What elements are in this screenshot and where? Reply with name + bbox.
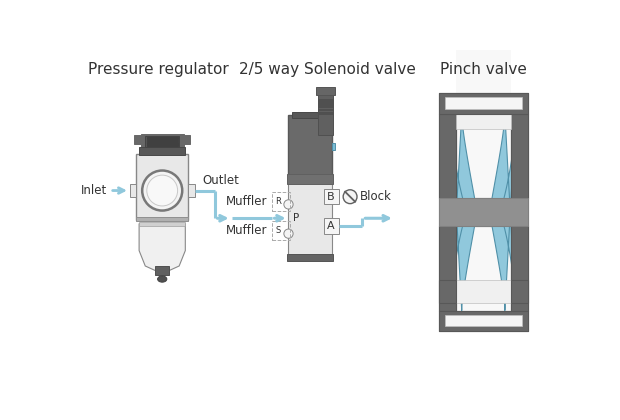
Bar (438, 93, 528, 113)
Bar (511, 226, 528, 311)
Bar (317, 113, 333, 135)
Bar (456, 280, 511, 303)
Bar (511, 113, 528, 198)
Bar (438, 311, 528, 331)
Bar (317, 92, 333, 113)
Bar (287, 254, 333, 261)
Text: Block: Block (360, 190, 392, 203)
Ellipse shape (284, 229, 293, 238)
Bar (287, 173, 333, 184)
Bar (438, 198, 528, 226)
Bar (288, 115, 332, 175)
Bar (317, 108, 333, 110)
Bar (511, 113, 528, 198)
Bar (317, 99, 333, 101)
Bar (317, 102, 333, 104)
Text: P: P (293, 213, 299, 223)
Bar (445, 315, 522, 326)
Bar (139, 222, 185, 226)
Bar (316, 87, 335, 95)
Ellipse shape (147, 175, 177, 206)
Bar (147, 140, 177, 141)
Polygon shape (489, 113, 516, 311)
Bar (147, 137, 177, 139)
Bar (147, 144, 177, 146)
Text: Muffler: Muffler (226, 195, 268, 208)
Bar (147, 142, 177, 144)
Bar (438, 226, 456, 311)
Bar (155, 266, 169, 275)
Text: Pinch valve: Pinch valve (440, 62, 527, 77)
Bar (324, 218, 339, 234)
Text: S: S (275, 226, 280, 235)
Bar (438, 113, 456, 198)
Bar (332, 143, 335, 150)
Bar (445, 97, 522, 109)
Polygon shape (139, 223, 185, 274)
Bar (317, 112, 333, 113)
Bar (438, 226, 456, 311)
Ellipse shape (142, 171, 182, 210)
Bar (141, 134, 184, 149)
Text: Muffler: Muffler (226, 224, 268, 237)
Bar (456, 198, 511, 226)
Bar (511, 280, 528, 303)
Bar (139, 147, 185, 155)
Bar (438, 93, 528, 113)
Bar (188, 184, 195, 197)
Text: A: A (327, 221, 335, 231)
Text: R: R (275, 197, 281, 206)
Bar (438, 280, 456, 303)
Bar (136, 154, 188, 220)
Ellipse shape (343, 190, 357, 204)
Bar (272, 192, 290, 210)
Bar (511, 226, 528, 311)
Bar (291, 112, 329, 118)
Bar (456, 113, 511, 129)
Bar (438, 311, 528, 331)
Bar (324, 189, 339, 205)
Bar (438, 198, 528, 226)
Bar (445, 97, 522, 109)
Bar (438, 113, 456, 198)
Bar (130, 184, 136, 197)
Bar (456, 37, 511, 311)
Bar (136, 218, 188, 221)
Text: Inlet: Inlet (81, 184, 107, 197)
Text: Pressure regulator: Pressure regulator (88, 62, 229, 77)
Bar (135, 135, 145, 144)
Bar (445, 315, 522, 326)
Bar (272, 221, 290, 240)
Polygon shape (451, 113, 477, 311)
Text: Outlet: Outlet (202, 174, 239, 186)
Bar (288, 183, 332, 255)
Bar (179, 135, 190, 144)
Text: 2/5 way Solenoid valve: 2/5 way Solenoid valve (239, 62, 415, 77)
Bar (317, 105, 333, 108)
Ellipse shape (284, 200, 293, 209)
Ellipse shape (157, 276, 167, 282)
Text: B: B (327, 192, 335, 202)
Bar (145, 136, 179, 147)
